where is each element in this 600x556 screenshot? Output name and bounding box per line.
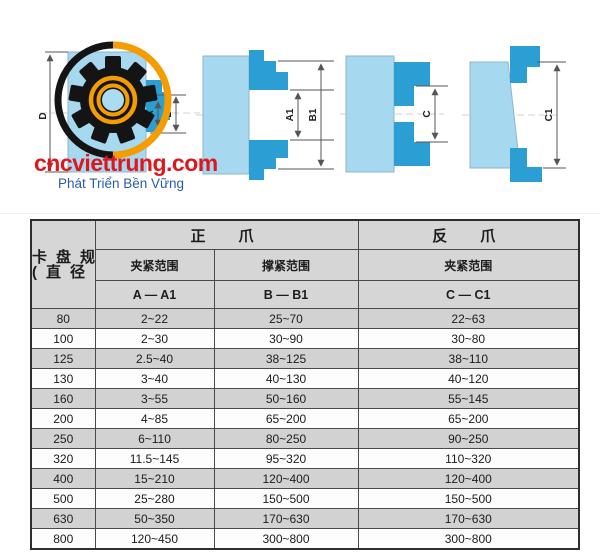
cell-b-b1: 300~800 [213, 528, 359, 550]
cell-b-b1: 50~160 [213, 388, 359, 409]
sub-header-clamping: 夹紧范围 [94, 249, 215, 281]
cell-a-a1: 2~30 [94, 328, 215, 349]
cell-a-a1: 11.5~145 [94, 448, 215, 469]
cell-a-a1: 120~450 [94, 528, 215, 550]
cell-c-c1: 38~110 [357, 348, 580, 369]
cell-c-c1: 300~800 [357, 528, 580, 550]
section-divider [0, 213, 600, 214]
cell-a-a1: 15~210 [94, 468, 215, 489]
corner-header-cell: 卡盘规格D (直径mm) [30, 219, 96, 309]
dim-label-a1: A1 [285, 108, 296, 121]
table-row: 800 120~450 300~800 300~800 [30, 528, 580, 550]
cell-a-a1: 2.5~40 [94, 348, 215, 369]
cell-diameter: 80 [30, 308, 96, 329]
cell-b-b1: 25~70 [213, 308, 359, 329]
cell-diameter: 320 [30, 448, 96, 469]
sub-header-expanding: 撑紧范围 [213, 249, 359, 281]
cell-diameter: 125 [30, 348, 96, 369]
cell-a-a1: 3~55 [94, 388, 215, 409]
cell-c-c1: 22~63 [357, 308, 580, 329]
cell-c-c1: 110~320 [357, 448, 580, 469]
cell-diameter: 800 [30, 528, 96, 550]
cell-c-c1: 40~120 [357, 368, 580, 389]
cell-b-b1: 80~250 [213, 428, 359, 449]
dim-label-b1: B1 [308, 108, 319, 121]
cell-b-b1: 30~90 [213, 328, 359, 349]
diagram-reverse-jaw-extended: C1 [462, 46, 566, 182]
logo-ring-orange [112, 41, 172, 159]
cell-c-c1: 55~145 [357, 388, 580, 409]
logo-ring-black [54, 41, 114, 159]
table-group-header-row: 卡盘规格D (直径mm) 正 爪 反 爪 [30, 219, 580, 309]
table-row: 500 25~280 150~500 150~500 [30, 488, 580, 509]
cell-diameter: 100 [30, 328, 96, 349]
cell-a-a1: 4~85 [94, 408, 215, 429]
table-row: 250 6~110 80~250 90~250 [30, 428, 580, 449]
cell-b-b1: 150~500 [213, 488, 359, 509]
cell-a-a1: 25~280 [94, 488, 215, 509]
range-header-a-a1: A — A1 [94, 280, 215, 309]
dim-label-c1: C1 [544, 108, 555, 121]
diagram-normal-jaw-extended: A1 B1 [196, 50, 334, 180]
dim-label-c: C [422, 110, 433, 117]
corner-header-line2: (直径mm) [32, 263, 94, 281]
chuck-diagram-area: D A B A1 B1 [0, 0, 600, 218]
cell-diameter: 250 [30, 428, 96, 449]
range-header-b-b1: B — B1 [213, 280, 359, 309]
range-header-c-c1: C — C1 [357, 280, 580, 309]
gear-icon [68, 56, 158, 144]
cell-c-c1: 120~400 [357, 468, 580, 489]
cell-a-a1: 50~350 [94, 508, 215, 529]
cell-c-c1: 65~200 [357, 408, 580, 429]
chuck-spec-table: 卡盘规格D (直径mm) 正 爪 反 爪 夹紧范围 撑紧范围 夹紧范围 A — … [30, 219, 581, 550]
table-row: 630 50~350 170~630 170~630 [30, 508, 580, 529]
table-row: 80 2~22 25~70 22~63 [30, 308, 580, 329]
cncviettrung-logo-icon [54, 41, 172, 159]
cell-b-b1: 40~130 [213, 368, 359, 389]
cell-a-a1: 3~40 [94, 368, 215, 389]
cell-b-b1: 120~400 [213, 468, 359, 489]
cell-c-c1: 150~500 [357, 488, 580, 509]
cell-diameter: 200 [30, 408, 96, 429]
dim-label-d: D [38, 112, 49, 119]
group-header-reverse-jaw: 反 爪 [357, 219, 580, 250]
cell-b-b1: 170~630 [213, 508, 359, 529]
cell-diameter: 130 [30, 368, 96, 389]
table-row: 130 3~40 40~130 40~120 [30, 368, 580, 389]
cell-a-a1: 2~22 [94, 308, 215, 329]
cell-b-b1: 65~200 [213, 408, 359, 429]
cell-b-b1: 95~320 [213, 448, 359, 469]
sub-header-clamping-reverse: 夹紧范围 [357, 249, 580, 281]
table-row: 320 11.5~145 95~320 110~320 [30, 448, 580, 469]
corner-header-line1: 卡盘规格D [32, 248, 94, 266]
group-header-normal-jaw: 正 爪 [94, 219, 359, 250]
cell-diameter: 160 [30, 388, 96, 409]
cell-c-c1: 170~630 [357, 508, 580, 529]
cell-diameter: 500 [30, 488, 96, 509]
table-row: 200 4~85 65~200 65~200 [30, 408, 580, 429]
table-sub-header-row: 夹紧范围 撑紧范围 夹紧范围 [31, 249, 580, 281]
table-row: 160 3~55 50~160 55~145 [30, 388, 580, 409]
logo-site-text: cncviettrung.com [34, 150, 218, 176]
diagram-reverse-jaw-closed: C [340, 55, 448, 173]
cell-b-b1: 38~125 [213, 348, 359, 369]
cell-c-c1: 90~250 [357, 428, 580, 449]
logo-slogan-text: Phát Triển Bền Vững [57, 176, 185, 191]
cell-diameter: 400 [30, 468, 96, 489]
cell-diameter: 630 [30, 508, 96, 529]
cell-c-c1: 30~80 [357, 328, 580, 349]
cell-a-a1: 6~110 [94, 428, 215, 449]
table-range-header-row: A — A1 B — B1 C — C1 [31, 280, 580, 309]
table-row: 400 15~210 120~400 120~400 [30, 468, 580, 489]
table-row: 100 2~30 30~90 30~80 [30, 328, 580, 349]
table-row: 125 2.5~40 38~125 38~110 [30, 348, 580, 369]
